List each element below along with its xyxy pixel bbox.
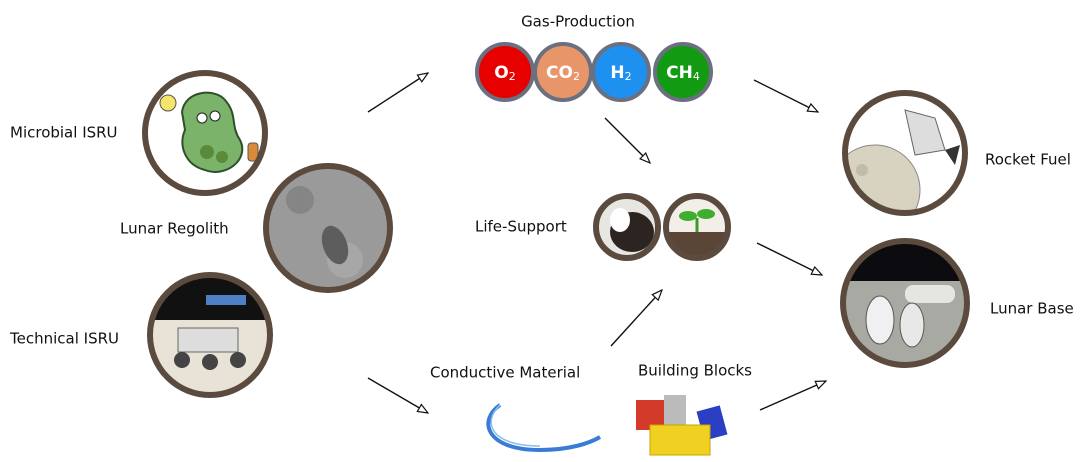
arrow (611, 290, 662, 346)
blocks-icon (636, 395, 727, 455)
application-label: Rocket Fuel (985, 151, 1071, 169)
arrow (368, 73, 428, 112)
arrow (754, 80, 818, 112)
microbial-icon (145, 73, 265, 193)
rocket-icon (830, 93, 965, 235)
fiber-icon (488, 405, 600, 450)
gas-icons: O2 CO2 H2 CH4 (477, 44, 711, 100)
gas-symbol: O (494, 63, 508, 83)
life-support-icons (596, 196, 735, 262)
gas-symbol: CH (666, 63, 693, 83)
arrow (605, 118, 650, 163)
product-label: Life-Support (475, 218, 567, 236)
gas-subscript: 2 (625, 70, 632, 83)
rover-icon (150, 275, 270, 395)
gas-subscript: 2 (509, 70, 516, 83)
gas-symbol: H (610, 63, 624, 83)
product-label: Conductive Material (430, 364, 580, 382)
application-label: Lunar Base (990, 300, 1074, 318)
diagram: Microbial ISRU Lunar Regolith Technical … (0, 0, 1084, 462)
base-icon (843, 241, 967, 371)
arrow (368, 378, 428, 413)
gas-symbol: CO (546, 63, 573, 83)
source-label: Technical ISRU (9, 330, 119, 348)
product-label: Building Blocks (638, 362, 752, 380)
product-label: Gas-Production (521, 13, 635, 31)
arrow (760, 381, 826, 410)
gas-subscript: 4 (693, 70, 700, 83)
source-label: Lunar Regolith (120, 220, 229, 238)
gas-subscript: 2 (573, 70, 580, 83)
source-label: Microbial ISRU (10, 124, 118, 142)
arrow (757, 243, 822, 275)
regolith-icon (266, 166, 390, 290)
